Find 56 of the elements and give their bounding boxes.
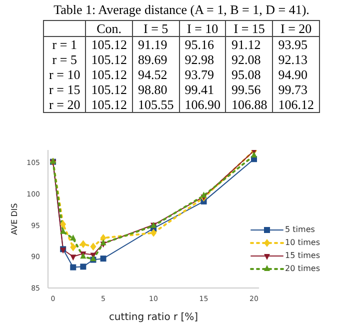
y-axis-title: AVE DIS — [10, 203, 19, 235]
point — [70, 234, 76, 240]
point — [70, 243, 76, 252]
text: 105.12 — [86, 97, 132, 112]
point — [90, 242, 96, 251]
text: 92.08 — [226, 52, 273, 67]
text: 95.16 — [179, 36, 226, 52]
point — [150, 228, 157, 237]
chart-title: Table 1: Average distance (A = 1, B = 1, D = 41). — [52, 2, 310, 18]
text: 99.56 — [226, 82, 273, 97]
legend-label: 15 times — [285, 250, 320, 262]
text: r = 10 — [44, 67, 86, 82]
legend-label: 20 times — [285, 263, 320, 275]
point — [80, 240, 86, 248]
text: 105.55 — [132, 97, 180, 112]
text: 92.13 — [272, 52, 320, 67]
text: Con. — [86, 20, 132, 36]
point — [200, 192, 207, 198]
text: r = 15 — [44, 82, 86, 97]
text: 94.52 — [132, 67, 180, 82]
text: I = 10 — [179, 20, 226, 36]
text: 106.90 — [179, 97, 226, 112]
text: 99.41 — [179, 82, 226, 97]
point — [70, 254, 76, 261]
text: r = 1 — [44, 36, 86, 52]
text: 106.12 — [272, 97, 320, 112]
text: 89.69 — [132, 52, 180, 67]
text: 94.90 — [272, 67, 320, 82]
point — [80, 264, 86, 270]
text: I = 20 — [272, 20, 320, 36]
text: 93.95 — [272, 36, 320, 52]
text: r = 5 — [44, 52, 86, 67]
legend-label: 10 times — [285, 237, 320, 249]
point — [60, 220, 66, 228]
text: 98.80 — [132, 82, 180, 97]
text: 106.88 — [226, 97, 273, 112]
text: 105.12 — [86, 36, 132, 52]
text: I = 15 — [226, 20, 273, 36]
text: r = 20 — [44, 97, 86, 112]
text: 91.12 — [226, 36, 273, 52]
text: 95.08 — [226, 67, 273, 82]
text: 105.12 — [86, 52, 132, 67]
text: 93.79 — [179, 67, 226, 82]
text: 105.12 — [86, 67, 132, 82]
x-axis-title: cutting ratio r [%] — [108, 312, 198, 323]
point — [100, 239, 106, 246]
point — [100, 256, 106, 262]
text: 105.12 — [86, 82, 132, 97]
point — [70, 264, 76, 270]
text: 99.73 — [272, 82, 320, 97]
text: I = 5 — [132, 20, 180, 36]
point — [251, 152, 258, 158]
text: 92.98 — [179, 52, 226, 67]
point — [100, 234, 106, 242]
text: 91.19 — [132, 36, 180, 52]
legend-label: 5 times — [285, 224, 315, 236]
